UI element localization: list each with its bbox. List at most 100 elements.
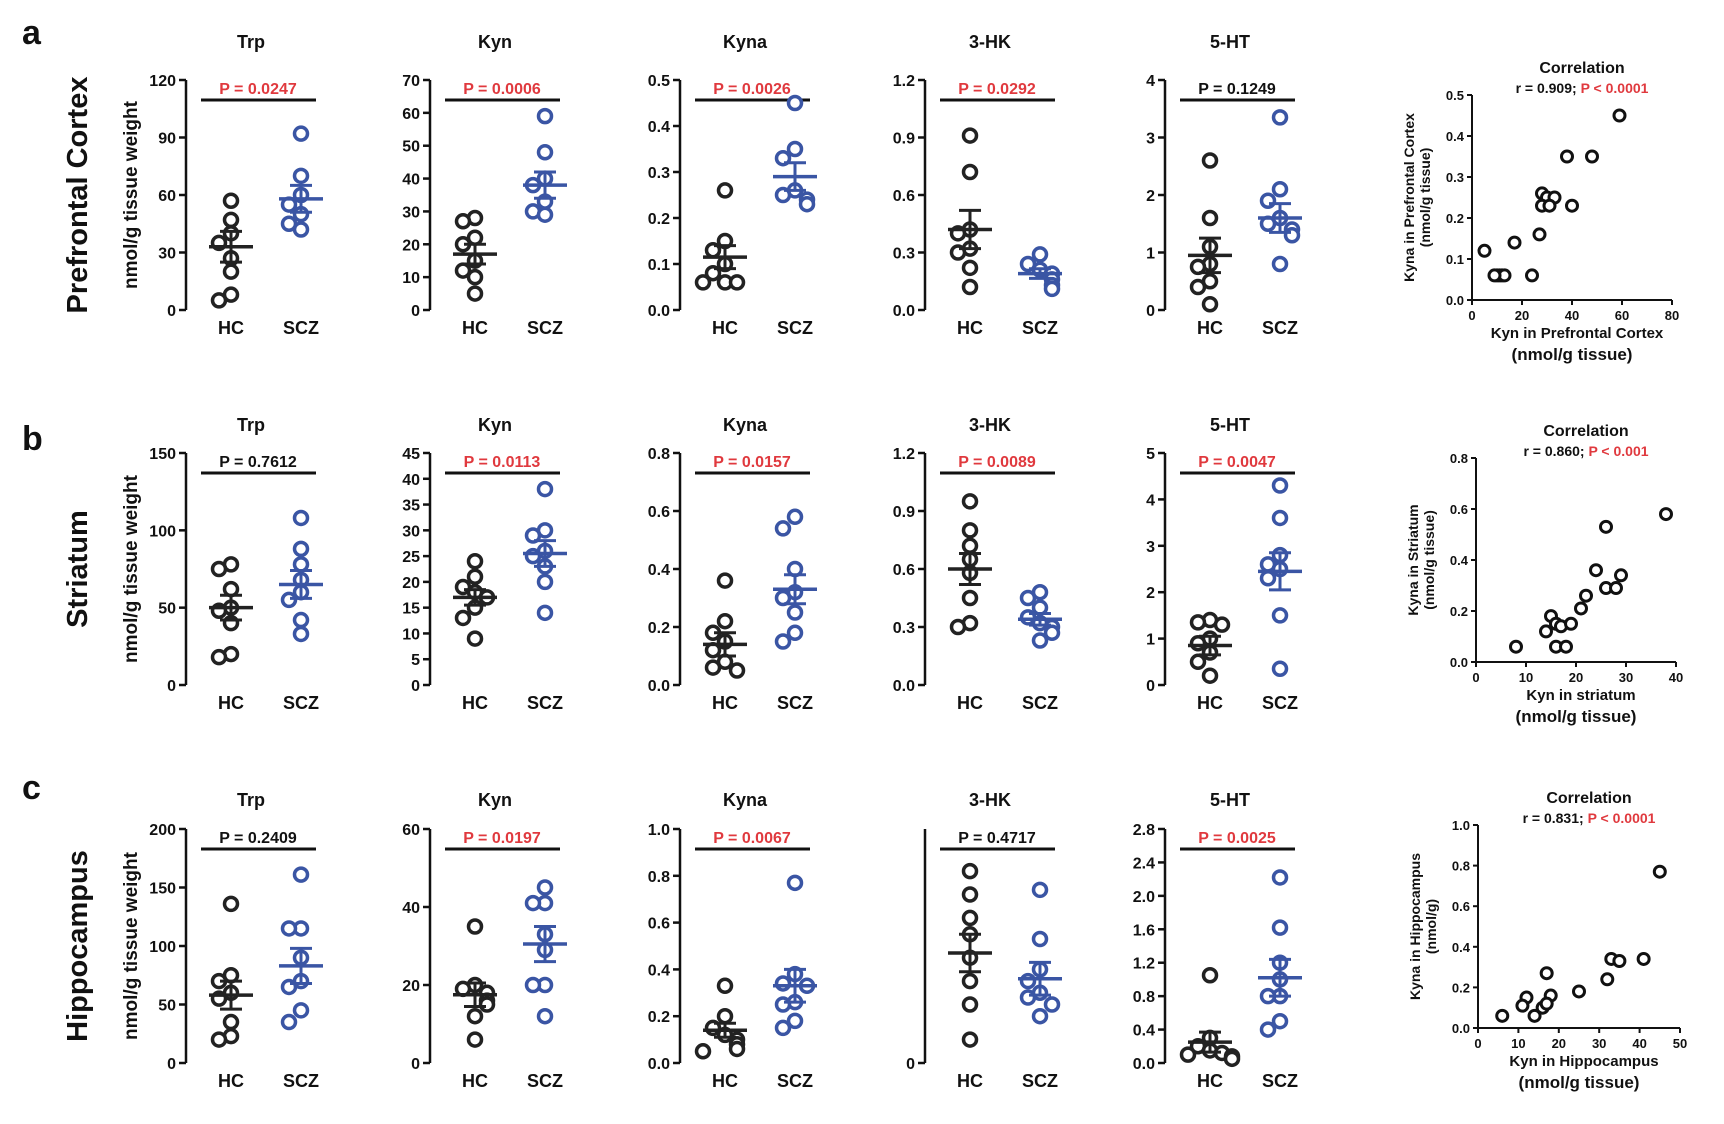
p-value-label: P = 0.1249 bbox=[1198, 81, 1276, 98]
corr-y-label-units: (nmol/g tissue) bbox=[1421, 510, 1437, 610]
x-category-label: HC bbox=[1197, 318, 1223, 338]
y-tick-label: 0.3 bbox=[648, 165, 670, 182]
x-category-label: HC bbox=[1197, 1071, 1223, 1091]
dot-plot-panel: Kyn 0 20 40 60 P = 0.0197 HC SCZ bbox=[402, 790, 567, 1091]
y-tick-label: 0 bbox=[906, 1056, 915, 1073]
data-point bbox=[292, 625, 310, 643]
corr-data-point bbox=[1515, 998, 1530, 1013]
corr-y-tick-label: 0.0 bbox=[1446, 293, 1464, 308]
y-tick-label: 4 bbox=[1146, 492, 1155, 509]
data-point bbox=[454, 609, 472, 627]
x-category-label: SCZ bbox=[1262, 1071, 1298, 1091]
data-point bbox=[716, 182, 734, 199]
corr-y-tick-label: 0.4 bbox=[1452, 940, 1471, 955]
y-tick-label: 2 bbox=[1146, 585, 1155, 602]
x-category-label: SCZ bbox=[1022, 318, 1058, 338]
corr-x-tick-label: 0 bbox=[1472, 670, 1479, 685]
data-point bbox=[536, 879, 554, 896]
data-point bbox=[1031, 930, 1049, 948]
corr-data-point bbox=[1589, 563, 1603, 578]
data-point bbox=[536, 107, 554, 125]
data-point bbox=[1271, 255, 1289, 273]
data-point bbox=[961, 589, 979, 607]
dot-plot-panel: Kyn 0 5 10 15 20 25 30 35 40 45 P = 0.0113 HC SCZ bbox=[402, 415, 567, 713]
y-tick-label: 1.2 bbox=[893, 73, 915, 90]
panel-title: Kyna bbox=[723, 790, 768, 810]
y-tick-label: 0.6 bbox=[648, 916, 670, 933]
panel-title: Trp bbox=[237, 790, 265, 810]
dot-plot-panel: Trp 0 50 100 150 P = 0.7612 HC SCZ bbox=[149, 415, 323, 713]
data-point bbox=[466, 1031, 484, 1048]
data-point bbox=[961, 909, 979, 927]
data-point bbox=[1179, 1046, 1197, 1063]
data-point bbox=[536, 573, 554, 591]
dot-plot-panel: Kyna 0.0 0.2 0.4 0.6 0.8 1.0 P = 0.0067 HC SCZ bbox=[648, 790, 817, 1091]
data-point bbox=[1271, 477, 1289, 494]
corr-y-tick-label: 0.0 bbox=[1452, 1021, 1470, 1036]
data-point bbox=[1043, 280, 1061, 298]
x-category-label: HC bbox=[957, 318, 983, 338]
data-point bbox=[961, 127, 979, 144]
panel-letter: a bbox=[22, 14, 42, 52]
x-category-label: HC bbox=[712, 318, 738, 338]
data-point bbox=[1031, 246, 1049, 263]
p-value-label: P = 0.0025 bbox=[1198, 830, 1276, 847]
corr-x-tick-label: 10 bbox=[1519, 670, 1533, 685]
data-point bbox=[1201, 296, 1219, 313]
data-point bbox=[1201, 209, 1219, 227]
y-tick-label: 2.4 bbox=[1133, 855, 1155, 872]
y-tick-label: 0.5 bbox=[648, 73, 670, 90]
y-tick-label: 0.0 bbox=[1133, 1056, 1155, 1073]
data-point bbox=[961, 862, 979, 880]
p-value-label: P = 0.7612 bbox=[219, 454, 297, 471]
dot-plot-panel: Kyna 0.0 0.1 0.2 0.3 0.4 0.5 P = 0.0026 HC SCZ bbox=[648, 32, 817, 338]
corr-x-tick-label: 30 bbox=[1592, 1036, 1606, 1051]
data-point bbox=[210, 292, 228, 309]
corr-data-point bbox=[1559, 639, 1573, 654]
y-tick-label: 0 bbox=[167, 678, 176, 695]
corr-y-tick-label: 0.2 bbox=[1450, 604, 1468, 619]
data-point bbox=[1271, 181, 1289, 198]
y-tick-label: 1 bbox=[1146, 632, 1155, 649]
corr-data-point bbox=[1539, 624, 1553, 639]
corr-data-point bbox=[1542, 198, 1557, 213]
p-value-label: P = 0.0006 bbox=[463, 81, 541, 98]
y-tick-label: 1.0 bbox=[648, 822, 670, 839]
corr-x-label: Kyn in striatum bbox=[1526, 687, 1635, 704]
data-point bbox=[774, 633, 792, 650]
y-tick-label: 0.8 bbox=[648, 446, 670, 463]
x-category-label: HC bbox=[218, 318, 244, 338]
dot-plot-panel: 5-HT 0 1 2 3 4 P = 0.1249 HC SCZ bbox=[1146, 32, 1302, 338]
x-category-label: SCZ bbox=[777, 693, 813, 713]
x-category-label: HC bbox=[218, 1071, 244, 1091]
panel-title: 3-HK bbox=[969, 32, 1011, 52]
data-point bbox=[786, 604, 804, 621]
y-tick-label: 1.2 bbox=[1133, 956, 1155, 973]
panel-title: Trp bbox=[237, 415, 265, 435]
data-point bbox=[961, 886, 979, 903]
y-tick-label: 0.0 bbox=[893, 678, 915, 695]
corr-x-tick-label: 0 bbox=[1468, 308, 1475, 323]
corr-title: Correlation bbox=[1546, 790, 1631, 807]
y-tick-label: 0.2 bbox=[648, 1009, 670, 1026]
x-category-label: SCZ bbox=[1262, 693, 1298, 713]
corr-y-label-units: (nmol/g) bbox=[1423, 899, 1439, 954]
y-tick-label: 3 bbox=[1146, 539, 1155, 556]
dot-plot-panel: 3-HK 0 P = 0.4717 HC SCZ bbox=[906, 790, 1062, 1091]
corr-r-value: r = 0.860; bbox=[1523, 443, 1588, 459]
panel-letter: c bbox=[22, 769, 41, 807]
x-category-label: SCZ bbox=[283, 693, 319, 713]
data-point bbox=[466, 568, 484, 585]
dot-plot-panel: Kyn 0 10 20 30 40 50 60 70 P = 0.0006 HC SCZ bbox=[402, 32, 567, 338]
data-point bbox=[1271, 109, 1289, 126]
data-point bbox=[1271, 509, 1289, 527]
data-point bbox=[466, 553, 484, 570]
y-tick-label: 0.2 bbox=[648, 620, 670, 637]
y-tick-label: 40 bbox=[402, 472, 420, 489]
panel-title: 5-HT bbox=[1210, 790, 1250, 810]
corr-x-tick-label: 40 bbox=[1669, 670, 1683, 685]
x-category-label: SCZ bbox=[283, 318, 319, 338]
corr-data-point bbox=[1477, 243, 1492, 258]
data-point bbox=[222, 895, 240, 913]
data-point bbox=[961, 278, 979, 296]
